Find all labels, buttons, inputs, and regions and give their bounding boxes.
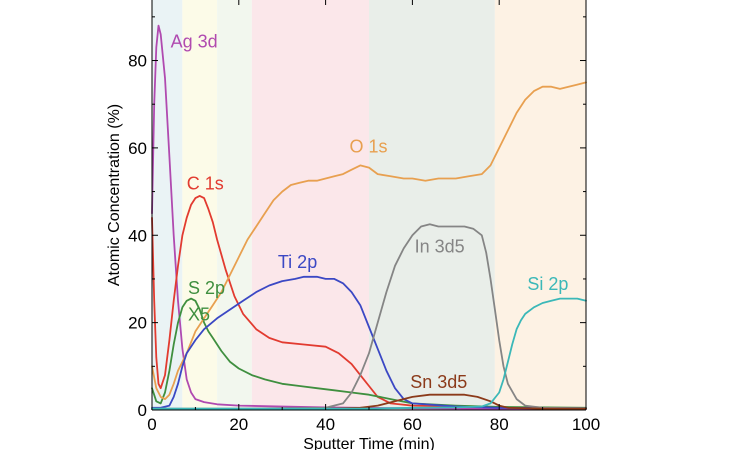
y-tick-label-80: 80 <box>128 52 147 71</box>
series-line-sn-3d5 <box>151 393 587 410</box>
x-axis-ticks: 0 20 40 60 80 100 <box>147 0 600 434</box>
series-label-ti-2p: Ti 2p <box>278 252 317 272</box>
series-label-si-2p: Si 2p <box>527 274 568 294</box>
x-tick-label-0: 0 <box>147 415 156 434</box>
series-label-o-1s: O 1s <box>349 136 387 156</box>
series-line-si-2p <box>151 297 587 410</box>
series-line-in-3d5 <box>151 223 587 410</box>
y-axis-label: Atomic Concentration (%) <box>106 104 123 286</box>
y-tick-label-0: 0 <box>138 401 147 420</box>
y-tick-label-40: 40 <box>128 226 147 245</box>
y-axis-ticks: 0 20 40 60 80 <box>128 16 586 420</box>
x-tick-label-100: 100 <box>572 415 600 434</box>
series-label-x5: X5 <box>188 304 210 324</box>
x-tick-label-60: 60 <box>403 415 422 434</box>
band-0 <box>152 0 183 410</box>
band-2 <box>217 0 252 410</box>
depth-region-bands <box>152 0 586 410</box>
x-axis-label: Sputter Time (min) <box>303 436 435 450</box>
series-lines <box>151 24 587 410</box>
y-tick-label-20: 20 <box>128 314 147 333</box>
band-1 <box>182 0 218 410</box>
x-tick-label-80: 80 <box>490 415 509 434</box>
x-tick-label-40: 40 <box>316 415 335 434</box>
series-line-c-1s <box>151 195 587 410</box>
series-label-ag-3d: Ag 3d <box>171 31 218 51</box>
series-label-s-2p: S 2p <box>188 278 225 298</box>
series-label-sn-3d5: Sn 3d5 <box>410 372 467 392</box>
band-5 <box>494 0 586 410</box>
series-line-s-2p-x5 <box>151 297 587 409</box>
series-line-o-1s <box>151 81 587 400</box>
series-labels: Ag 3d O 1s C 1s Ti 2p In 3d5 Si 2p S 2p X5 Sn 3d… <box>171 31 569 392</box>
series-line-ti-2p <box>151 275 587 410</box>
x-tick-label-20: 20 <box>229 415 248 434</box>
y-tick-label-60: 60 <box>128 139 147 158</box>
series-label-in-3d5: In 3d5 <box>415 237 465 257</box>
series-label-c-1s: C 1s <box>187 173 224 193</box>
band-4 <box>369 0 495 410</box>
